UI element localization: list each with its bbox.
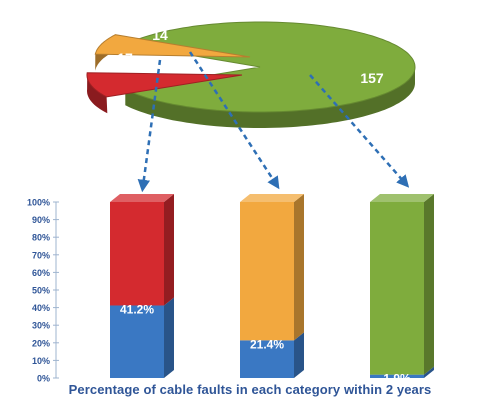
bar-1-lower-side (294, 332, 304, 378)
y-tick-label: 50% (32, 286, 50, 296)
y-tick-label: 30% (32, 321, 50, 331)
y-tick-label: 0% (37, 374, 50, 384)
bar-2-upper-front (370, 202, 424, 375)
y-tick-label: 100% (27, 198, 50, 208)
y-tick-label: 20% (32, 338, 50, 348)
bar-2-upper-top (370, 194, 434, 202)
bar-1-upper-side (294, 194, 304, 341)
y-tick-label: 70% (32, 250, 50, 260)
pie-label-0: 17 (117, 50, 133, 66)
arrow-2 (309, 74, 410, 188)
bar-0-upper-side (164, 194, 174, 306)
y-axis: 0% 10% 20% 30% 40% 50% 60% 70% 80% 90% 100% (27, 198, 59, 384)
y-tick-label: 60% (32, 268, 50, 278)
y-tick-label: 10% (32, 356, 50, 366)
bar-1-lower-front (240, 340, 294, 378)
pie-slice-0 (86, 72, 243, 98)
y-tick-label: 90% (32, 215, 50, 225)
y-tick-label: 40% (32, 303, 50, 313)
bar-0-lower-front (110, 305, 164, 378)
pie-label-2: 157 (360, 70, 384, 86)
bar-1-upper-top (240, 194, 304, 202)
pie-slice-0-side (87, 72, 108, 114)
pie-to-bar-arrows (137, 51, 410, 193)
y-tick-label: 80% (32, 233, 50, 243)
pie-label-1: 14 (152, 27, 168, 43)
bar-0-value-label: 41.2% (120, 302, 154, 316)
bar-0-upper-top (110, 194, 174, 202)
pie-slice-1 (94, 34, 251, 58)
bar-0-lower-side (164, 297, 174, 378)
bar-chart: 41.2% 21.4% 1.9% (110, 194, 434, 386)
bar-0-upper-front (110, 202, 164, 306)
pie-slice-green (123, 21, 416, 113)
bar-1-value-label: 21.4% (250, 337, 284, 351)
bar-1-upper-front (240, 202, 294, 341)
bar-2-lower-side (424, 366, 434, 378)
bar-2-lower-front (370, 374, 424, 378)
pie-chart: 17 14 157 (86, 21, 416, 128)
arrow-0 (137, 59, 162, 193)
bar-chart-caption: Percentage of cable faults in each categ… (68, 382, 432, 397)
bar-2-value-label: 1.9% (383, 372, 411, 386)
bar-2-upper-side (424, 194, 434, 375)
